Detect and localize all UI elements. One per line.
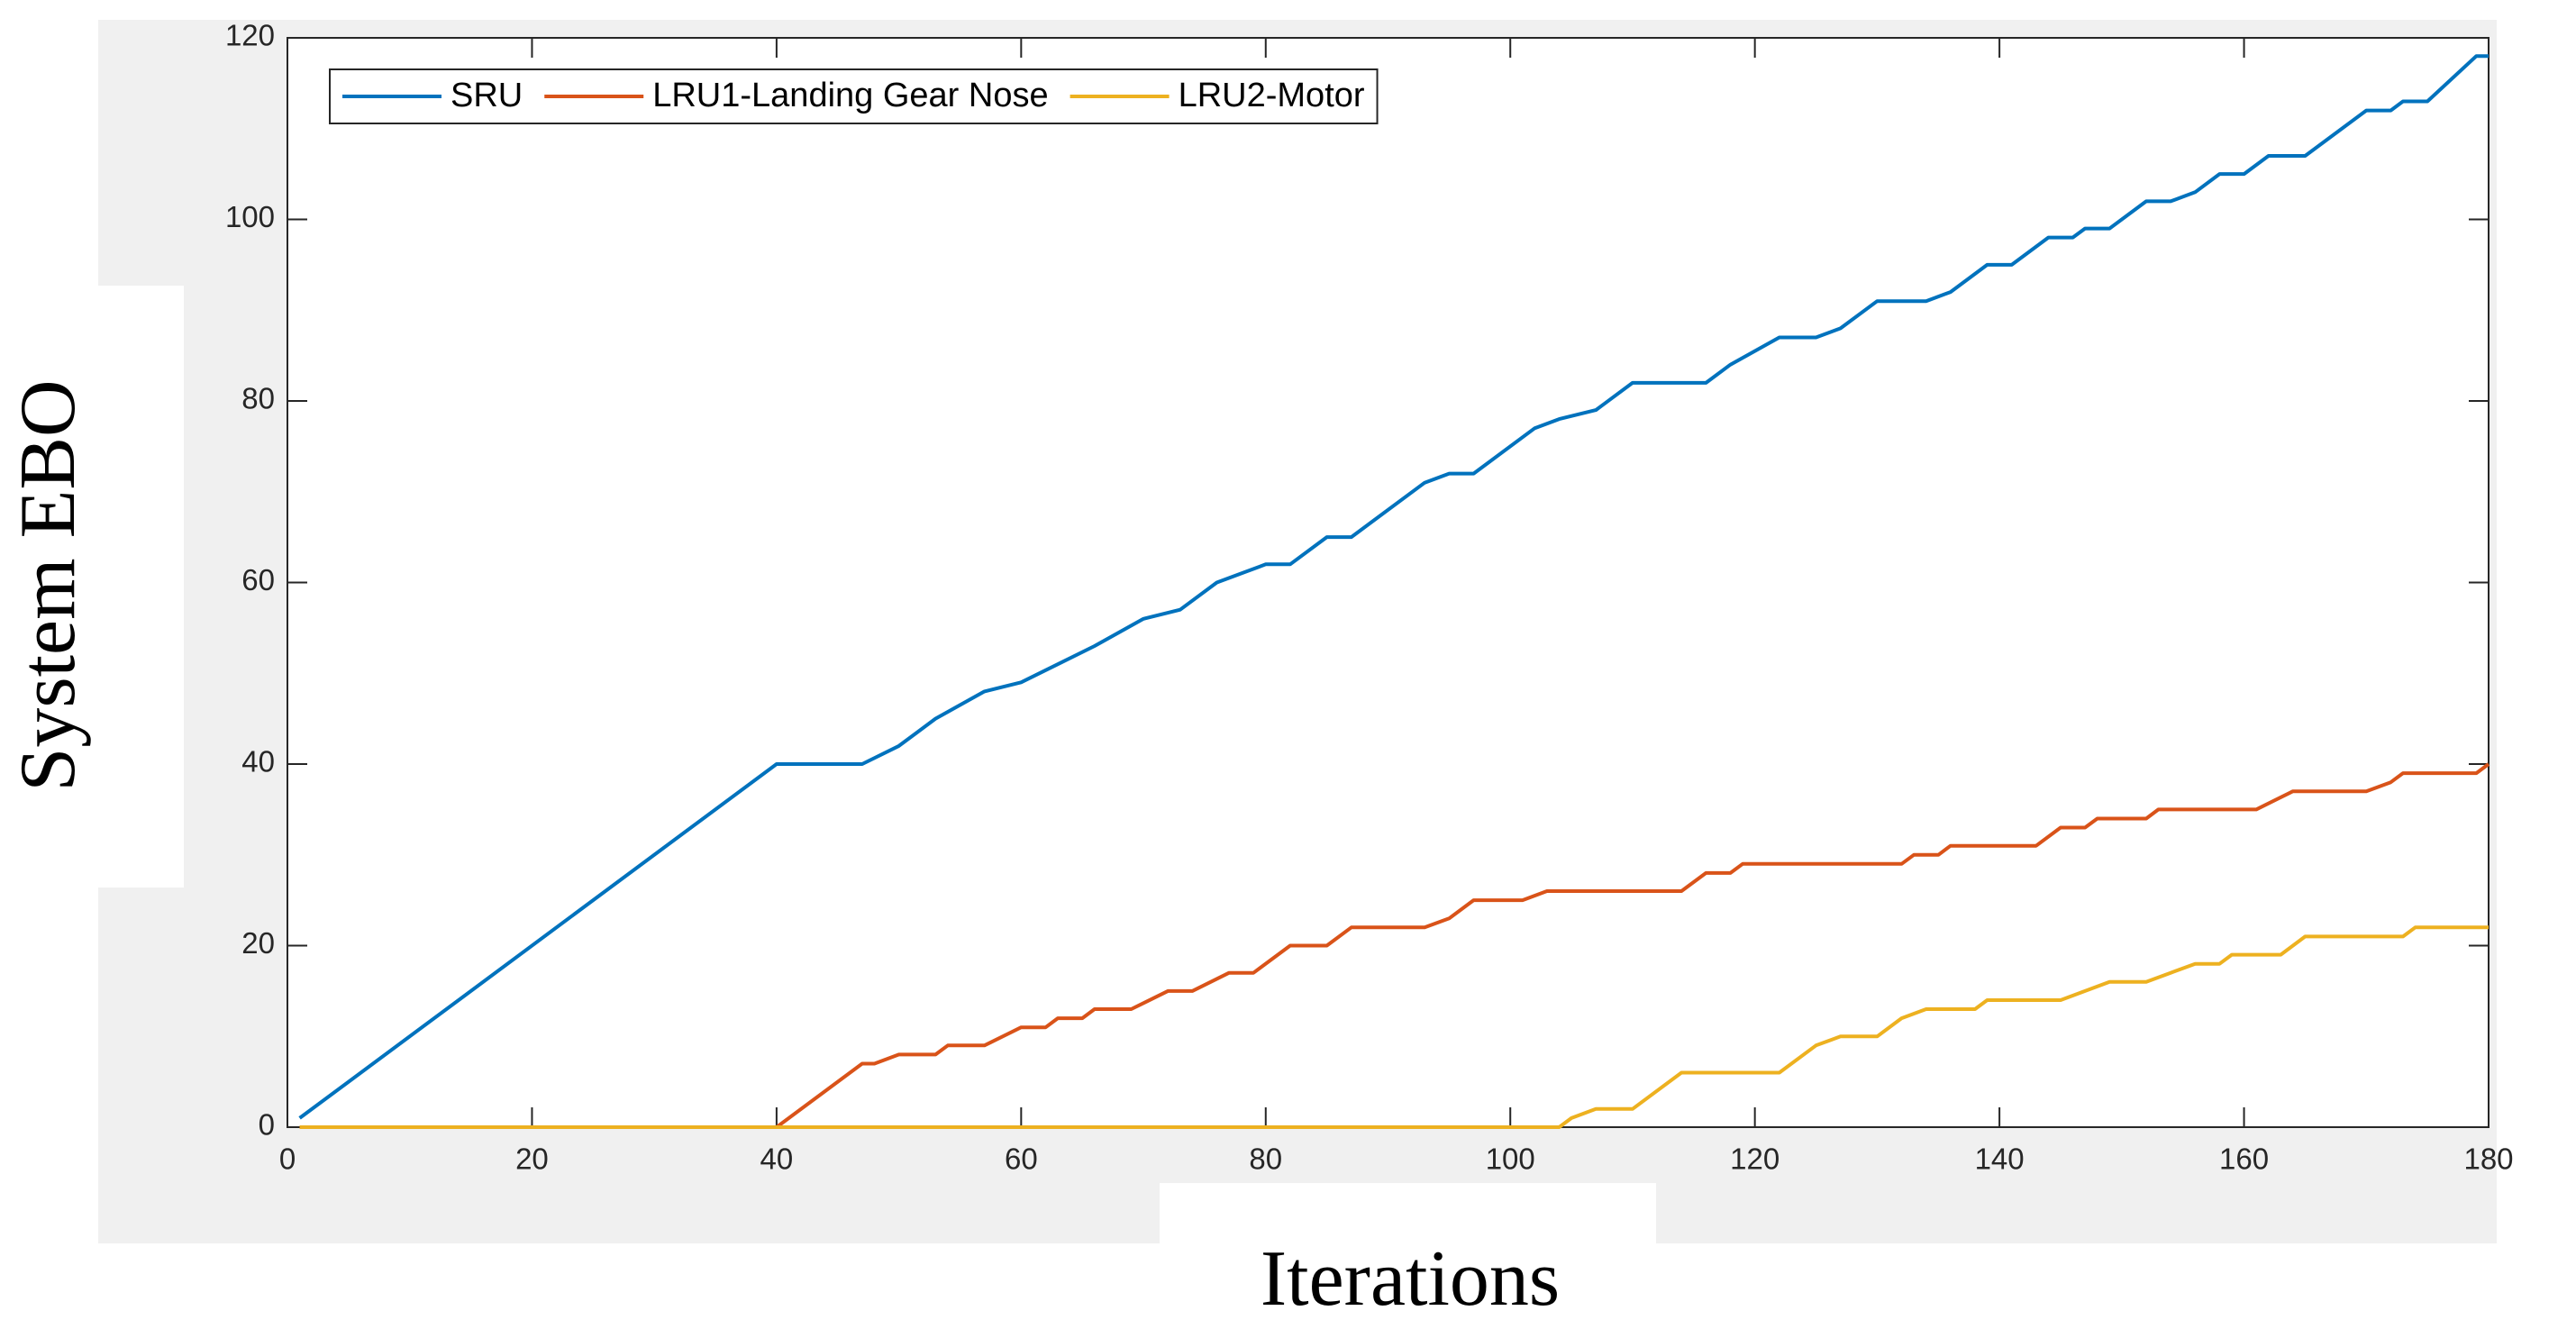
y-tick-label: 60 — [241, 563, 275, 596]
x-tick-label: 0 — [279, 1142, 296, 1176]
y-tick-label: 20 — [241, 926, 275, 960]
x-tick-label: 140 — [1975, 1142, 2025, 1176]
y-axis-label: System EBO — [5, 379, 92, 791]
x-tick-label: 100 — [1486, 1142, 1535, 1176]
legend — [329, 68, 1379, 124]
x-tick-label: 80 — [1249, 1142, 1282, 1176]
series-line — [299, 925, 2489, 1129]
y-tick-label: 0 — [259, 1108, 275, 1142]
y-tick-label: 80 — [241, 382, 275, 415]
x-axis-label: Iterations — [1261, 1235, 1560, 1323]
y-tick-label: 120 — [225, 19, 275, 52]
x-tick-label: 120 — [1730, 1142, 1780, 1176]
legend-label: LRU1-Landing Gear Nose — [652, 77, 1048, 114]
series-line — [299, 762, 2490, 1129]
x-tick-label: 160 — [2219, 1142, 2269, 1176]
legend-label: LRU2-Motor — [1179, 77, 1365, 114]
series-line — [298, 54, 2489, 1120]
x-tick-label: 40 — [760, 1142, 794, 1176]
x-tick-label: 20 — [515, 1142, 549, 1176]
y-tick-label: 100 — [225, 200, 275, 233]
y-tick-label: 40 — [241, 745, 275, 778]
label-patch — [1160, 1183, 1656, 1329]
x-tick-label: 180 — [2463, 1142, 2513, 1176]
legend-label: SRU — [451, 77, 523, 114]
x-tick-label: 60 — [1005, 1142, 1038, 1176]
label-patch — [98, 286, 184, 888]
